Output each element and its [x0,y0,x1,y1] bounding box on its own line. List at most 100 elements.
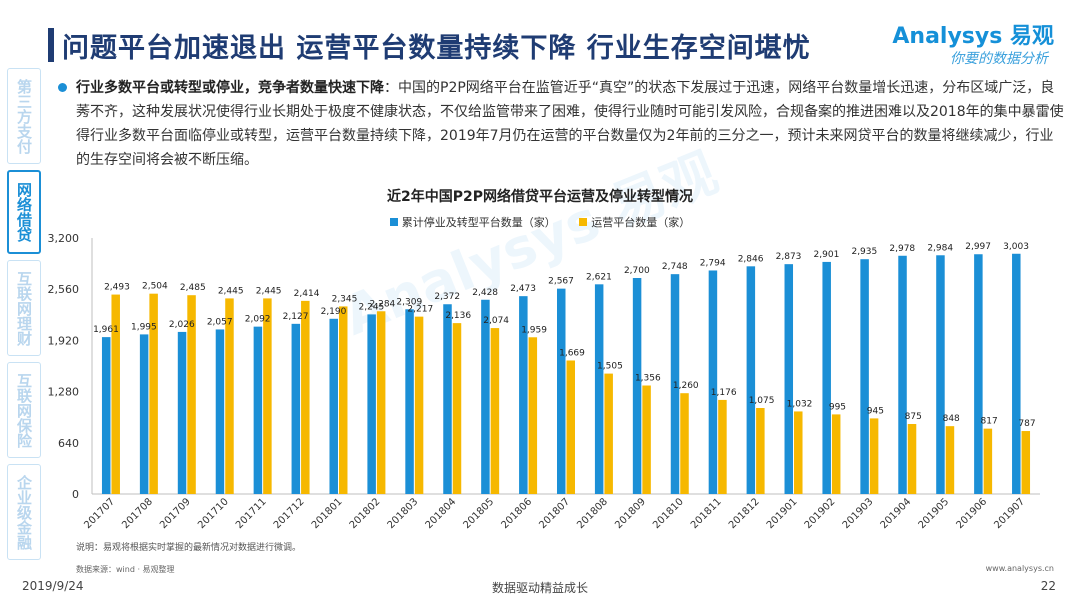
bar-closed-platforms [329,318,338,494]
website-link[interactable]: www.analysys.cn [985,564,1054,573]
bar-closed-platforms [670,274,680,494]
x-tick-label: 201907 [992,496,1027,531]
bar-operating-platforms [528,337,538,494]
data-label-closed: 2,935 [851,247,877,257]
data-label-operating: 2,136 [445,311,471,321]
x-tick-label: 201803 [386,496,421,531]
data-label-operating: 1,176 [711,388,737,398]
data-label-closed: 2,190 [321,307,347,317]
bar-operating-platforms [604,373,613,494]
x-tick-label: 201711 [234,496,269,531]
bar-operating-platforms [566,360,575,494]
data-label-closed: 1,995 [131,322,157,332]
bar-closed-platforms [557,288,566,494]
x-tick-label: 201806 [499,496,534,531]
side-nav-item-p2p-lending[interactable]: 网络借贷 [7,170,41,254]
bar-closed-platforms [481,299,490,494]
data-label-operating: 2,217 [407,305,433,315]
bar-operating-platforms [301,300,310,494]
x-tick-label: 201809 [613,496,648,531]
report-date: 2019/9/24 [22,579,84,593]
bar-operating-platforms [794,411,803,494]
data-label-operating: 2,485 [180,283,206,293]
bar-operating-platforms [111,294,120,494]
data-label-operating: 2,445 [218,286,244,296]
legend-label-operating: 运营平台数量（家） [591,216,691,229]
bar-chart: 0 640 1,280 1,920 2,560 3,200 1,961 2,493 201707… [48,232,1040,531]
data-label-closed: 2,748 [662,262,688,272]
x-tick-label: 201804 [424,496,459,531]
side-nav-item-enterprise[interactable]: 企业级金融 [7,464,41,560]
chart-title: 近2年中国P2P网络借贷平台运营及停业转型情况 [386,189,693,205]
side-nav-item-insurance[interactable]: 互联网保险 [7,362,41,458]
data-label-operating: 1,075 [749,396,775,406]
data-label-operating: 2,414 [294,289,320,299]
x-tick-label: 201903 [841,496,876,531]
bar-operating-platforms [376,311,386,494]
bar-closed-platforms [860,259,869,494]
data-label-operating: 1,505 [597,362,623,372]
bar-operating-platforms [452,323,462,494]
bar-closed-platforms [177,331,187,494]
legend-swatch-operating [579,218,588,226]
data-label-closed: 1,961 [93,325,119,335]
bar-closed-platforms [1012,253,1021,494]
x-tick-label: 201810 [651,496,686,531]
bar-closed-platforms [139,334,149,494]
data-source: 数据来源：wind · 易观整理 [76,565,175,574]
data-label-operating: 2,284 [370,299,396,309]
x-tick-label: 201906 [954,496,989,531]
x-tick-label: 201707 [82,496,117,531]
bar-closed-platforms [367,314,376,494]
chart-note: 说明：易观将根据实时掌握的最新情况对数据进行微调。 [76,543,302,553]
data-label-closed: 3,003 [1003,242,1029,252]
bar-operating-platforms [225,298,234,494]
analysys-logo: Analysys 易观 你要的数据分析 [892,14,1054,74]
x-tick-label: 201807 [537,496,572,531]
data-label-operating: 2,074 [483,316,509,326]
chart-legend: 累计停业及转型平台数量（家） 运营平台数量（家） [0,214,1080,230]
bar-closed-platforms [974,254,983,494]
x-tick-label: 201901 [765,496,800,531]
summary-lead: 行业多数平台或转型或停业，竞争者数量快速下降 [76,80,384,96]
page-number: 22 [1040,579,1056,593]
title-accent-bar [48,28,54,62]
bar-operating-platforms [149,293,158,494]
bar-operating-platforms [945,426,955,494]
summary-body: ：中国的P2P网络平台在监管近乎“真空”的状态下发展过于迅速，网络平台数量增长迅… [76,80,1064,168]
legend-item-closed: 累计停业及转型平台数量（家） [389,214,556,230]
data-label-closed: 2,092 [245,315,271,325]
data-label-closed: 2,428 [472,288,498,298]
bar-operating-platforms [187,295,196,494]
side-nav: 第三方支付 网络借贷 互联网理财 互联网保险 企业级金融 [7,68,41,566]
bar-operating-platforms [414,316,424,494]
bar-operating-platforms [983,428,993,494]
data-label-operating: 1,032 [787,399,813,409]
data-label-operating: 1,356 [635,374,661,384]
data-label-operating: 1,669 [559,348,585,358]
x-tick-label: 201709 [158,496,193,531]
data-label-closed: 2,901 [814,250,840,260]
x-tick-label: 201802 [348,496,383,531]
logo-subtitle: 你要的数据分析 [950,51,1048,67]
bar-operating-platforms [907,424,917,494]
y-tick-label: 1,280 [48,386,80,399]
bar-closed-platforms [822,261,831,494]
bar-operating-platforms [338,306,348,494]
side-nav-item-wealth[interactable]: 互联网理财 [7,260,41,356]
data-label-closed: 2,245 [359,302,385,312]
data-label-closed: 2,026 [169,320,195,330]
x-tick-label: 201905 [917,496,952,531]
data-label-closed: 2,978 [889,244,915,254]
data-label-closed: 2,309 [396,297,422,307]
x-tick-label: 201811 [689,496,724,531]
data-label-closed: 2,567 [548,277,574,287]
data-label-closed: 2,846 [738,254,764,264]
x-tick-label: 201805 [462,496,497,531]
bar-closed-platforms [708,270,718,494]
y-tick-label: 640 [58,437,79,450]
bar-closed-platforms [632,278,642,494]
data-label-operating: 875 [905,412,922,422]
x-tick-label: 201710 [196,496,231,531]
side-nav-item-payment[interactable]: 第三方支付 [7,68,41,164]
